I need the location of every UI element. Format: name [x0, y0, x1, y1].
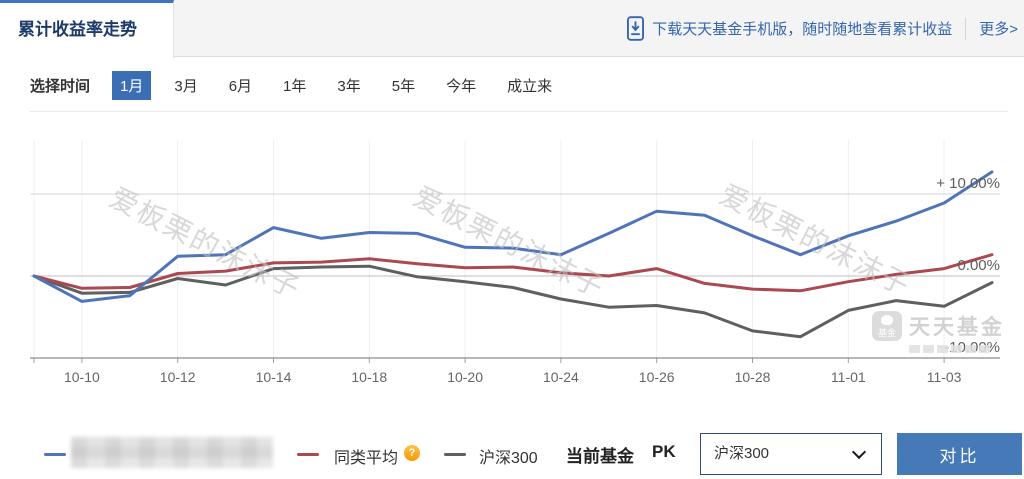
time-option-3年[interactable]: 3年 — [337, 78, 361, 95]
time-option-成立来[interactable]: 成立来 — [507, 78, 553, 95]
time-option-今年[interactable]: 今年 — [446, 78, 477, 95]
y-axis-label: 0.00% — [957, 257, 1000, 274]
x-axis-label: 10-26 — [638, 369, 675, 385]
x-axis-label: 11-03 — [926, 369, 962, 385]
pk-select-value: 沪深300 — [714, 445, 770, 462]
x-axis-label: 10-18 — [351, 369, 388, 385]
fund-name-blurred — [71, 437, 273, 468]
x-axis-label: 10-20 — [447, 369, 483, 385]
phone-download-icon — [627, 16, 645, 41]
brand-slogan-blur — [909, 345, 1005, 353]
fund-line — [32, 170, 994, 303]
pk-label: PK — [652, 442, 676, 461]
time-option-1年[interactable]: 1年 — [283, 78, 307, 95]
header-divider — [965, 17, 967, 40]
cumulative-return-chart — [30, 140, 1000, 363]
y-axis-label: + 10.00% — [936, 175, 1000, 192]
average-legend-dash — [297, 453, 319, 456]
section-divider — [30, 111, 1008, 112]
help-question-icon[interactable]: ? — [404, 445, 420, 461]
index-legend-dash — [444, 453, 466, 456]
brand-text-block: 天天基金 — [909, 311, 1005, 353]
tiantian-logo-icon: 基金 — [872, 311, 902, 341]
x-axis-label: 10-24 — [542, 369, 579, 385]
chevron-down-icon — [851, 444, 867, 460]
x-axis-label: 10-28 — [734, 369, 771, 385]
compare-button[interactable]: 对比 — [897, 433, 1022, 475]
tab-cumulative-return[interactable]: 累计收益率走势 — [0, 0, 174, 58]
promo-area: 下载天天基金手机版，随时随地查看累计收益 更多> — [627, 0, 1024, 57]
time-options: 1月 3月 6月 1年 3年 5年 今年 成立来 — [112, 71, 581, 100]
index-legend-label: 沪深300 — [479, 450, 538, 467]
time-option-6月[interactable]: 6月 — [228, 78, 253, 95]
x-axis-label: 10-10 — [63, 369, 100, 385]
x-axis-label: 10-12 — [159, 369, 196, 385]
x-axis-label: 10-14 — [255, 369, 292, 385]
logo-shape — [881, 315, 893, 325]
legend-row: 同类平均 ? 沪深300 当前基金 PK 沪深300 对比 — [0, 430, 1024, 479]
fund-legend-dash — [44, 453, 66, 456]
logo-text: 基金 — [877, 328, 896, 338]
time-option-1月[interactable]: 1月 — [112, 71, 152, 100]
brand-name: 天天基金 — [909, 316, 1005, 339]
time-range-selector: 选择时间 1月 3月 6月 1年 3年 5年 今年 成立来 — [30, 71, 581, 100]
download-app-link[interactable]: 下载天天基金手机版，随时随地查看累计收益 — [652, 21, 953, 38]
tiantian-fund-watermark: 基金 天天基金 — [872, 311, 1005, 353]
more-link[interactable]: 更多> — [979, 21, 1018, 38]
category-average-line — [32, 253, 994, 293]
hs300-line — [32, 264, 994, 339]
x-axis-label: 11-01 — [830, 369, 866, 385]
time-option-3月[interactable]: 3月 — [174, 78, 198, 95]
time-option-5年[interactable]: 5年 — [391, 78, 416, 95]
current-fund-label: 当前基金 — [566, 447, 634, 466]
average-legend-label: 同类平均 — [334, 450, 399, 467]
time-selector-label: 选择时间 — [30, 78, 91, 95]
pk-benchmark-select[interactable]: 沪深300 — [700, 433, 882, 475]
